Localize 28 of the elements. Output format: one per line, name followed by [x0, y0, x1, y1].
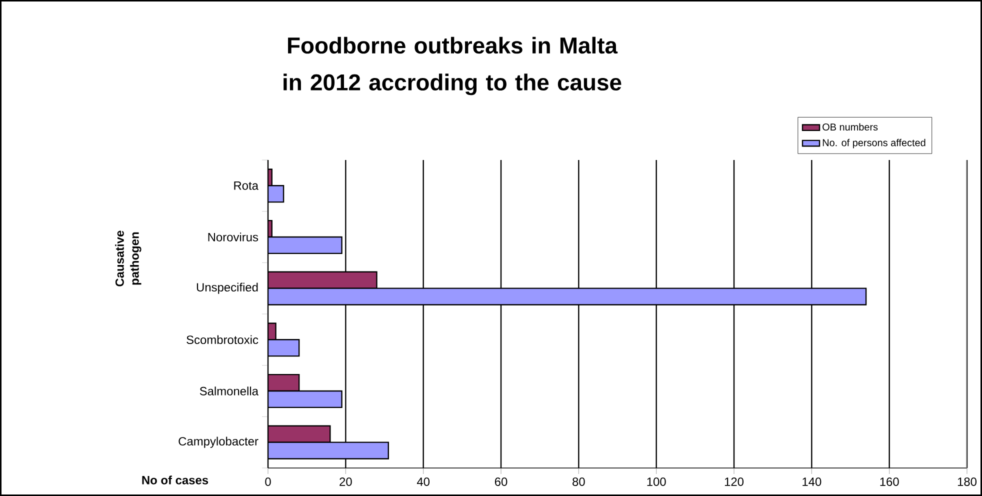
x-tick-label: 100	[647, 478, 666, 486]
y-tick-label: Norovirus	[208, 232, 258, 242]
x-tick-label: 60	[494, 478, 508, 486]
y-axis-title: Causative pathogen	[115, 230, 142, 286]
x-axis-title: No of cases	[142, 476, 208, 484]
bar	[268, 442, 389, 460]
y-tick-label: Salmonella	[200, 386, 258, 396]
y-tick-label: Scombrotoxic	[186, 335, 258, 344]
bar	[268, 374, 300, 392]
legend-label: No. of persons affected	[822, 138, 926, 148]
chart-title: Foodborne outbreaks in Malta in 2012 accroding to the cause	[284, 36, 622, 96]
x-tick-label: 180	[958, 478, 977, 486]
x-tick-label: 80	[572, 478, 585, 486]
legend-label: OB numbers	[822, 123, 878, 131]
y-tick-label: Unspecified	[196, 282, 258, 294]
bar	[268, 236, 342, 254]
x-tick-label: 0	[265, 478, 271, 486]
bar	[268, 288, 867, 306]
x-tick-label: 140	[802, 478, 822, 486]
x-tick-label: 20	[340, 478, 352, 486]
y-tick-label: Campylobacter	[178, 436, 258, 448]
bar	[268, 390, 342, 408]
y-tick-label: Rota	[234, 181, 258, 190]
bar	[268, 425, 331, 443]
x-tick-label: 120	[724, 478, 744, 486]
bar	[268, 271, 378, 289]
x-tick-label: 160	[880, 478, 899, 486]
x-tick-label: 40	[416, 478, 430, 486]
